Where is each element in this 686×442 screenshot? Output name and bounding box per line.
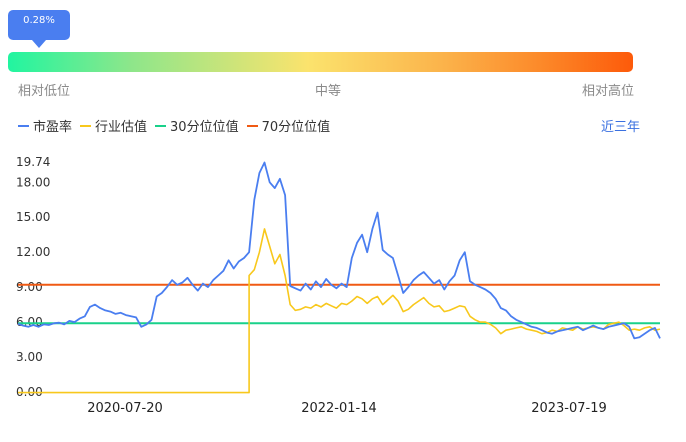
y-tick-label: 19.74	[16, 155, 50, 169]
legend-swatch-p30	[155, 124, 167, 127]
position-badge-value: 0.28%	[23, 15, 55, 26]
legend-item-p30[interactable]: 30分位位值	[155, 116, 239, 135]
position-badge-pointer	[32, 40, 46, 48]
legend-label-pe: 市盈率	[33, 120, 73, 135]
industry-valuation-line	[18, 228, 661, 394]
scale-mid-label: 中等	[315, 84, 342, 99]
legend-swatch-pe	[18, 124, 29, 127]
scale-high-label: 相对高位	[582, 84, 635, 99]
pe-ratio-line	[17, 161, 661, 340]
legend-item-industry[interactable]: 行业估值	[80, 116, 147, 135]
legend-swatch-industry	[80, 124, 92, 127]
legend-label-p30: 30分位位值	[170, 120, 239, 135]
period-selector[interactable]: 近三年	[600, 120, 640, 135]
legend-label-industry: 行业估值	[95, 120, 148, 135]
chart-legend: 市盈率 行业估值 30分位位值 70分位位值	[18, 116, 338, 135]
position-badge: 0.28%	[8, 10, 70, 48]
legend-label-p70: 70分位位值	[261, 120, 331, 135]
legend-item-pe[interactable]: 市盈率	[18, 116, 72, 135]
legend-swatch-p70	[246, 124, 258, 127]
y-tick-label: 18.00	[16, 175, 50, 189]
x-tick-label: 2020-07-20	[87, 401, 163, 416]
y-tick-label: 15.00	[16, 210, 50, 224]
percentile-gradient-bar	[8, 52, 633, 72]
y-tick-label: 9.00	[16, 280, 43, 294]
legend-item-p70[interactable]: 70分位位值	[246, 116, 331, 135]
y-tick-label: 3.00	[16, 350, 43, 364]
x-tick-label: 2023-07-19	[531, 401, 607, 416]
x-tick-label: 2022-01-14	[301, 401, 377, 416]
scale-low-label: 相对低位	[18, 84, 71, 99]
y-tick-label: 12.00	[16, 245, 50, 259]
